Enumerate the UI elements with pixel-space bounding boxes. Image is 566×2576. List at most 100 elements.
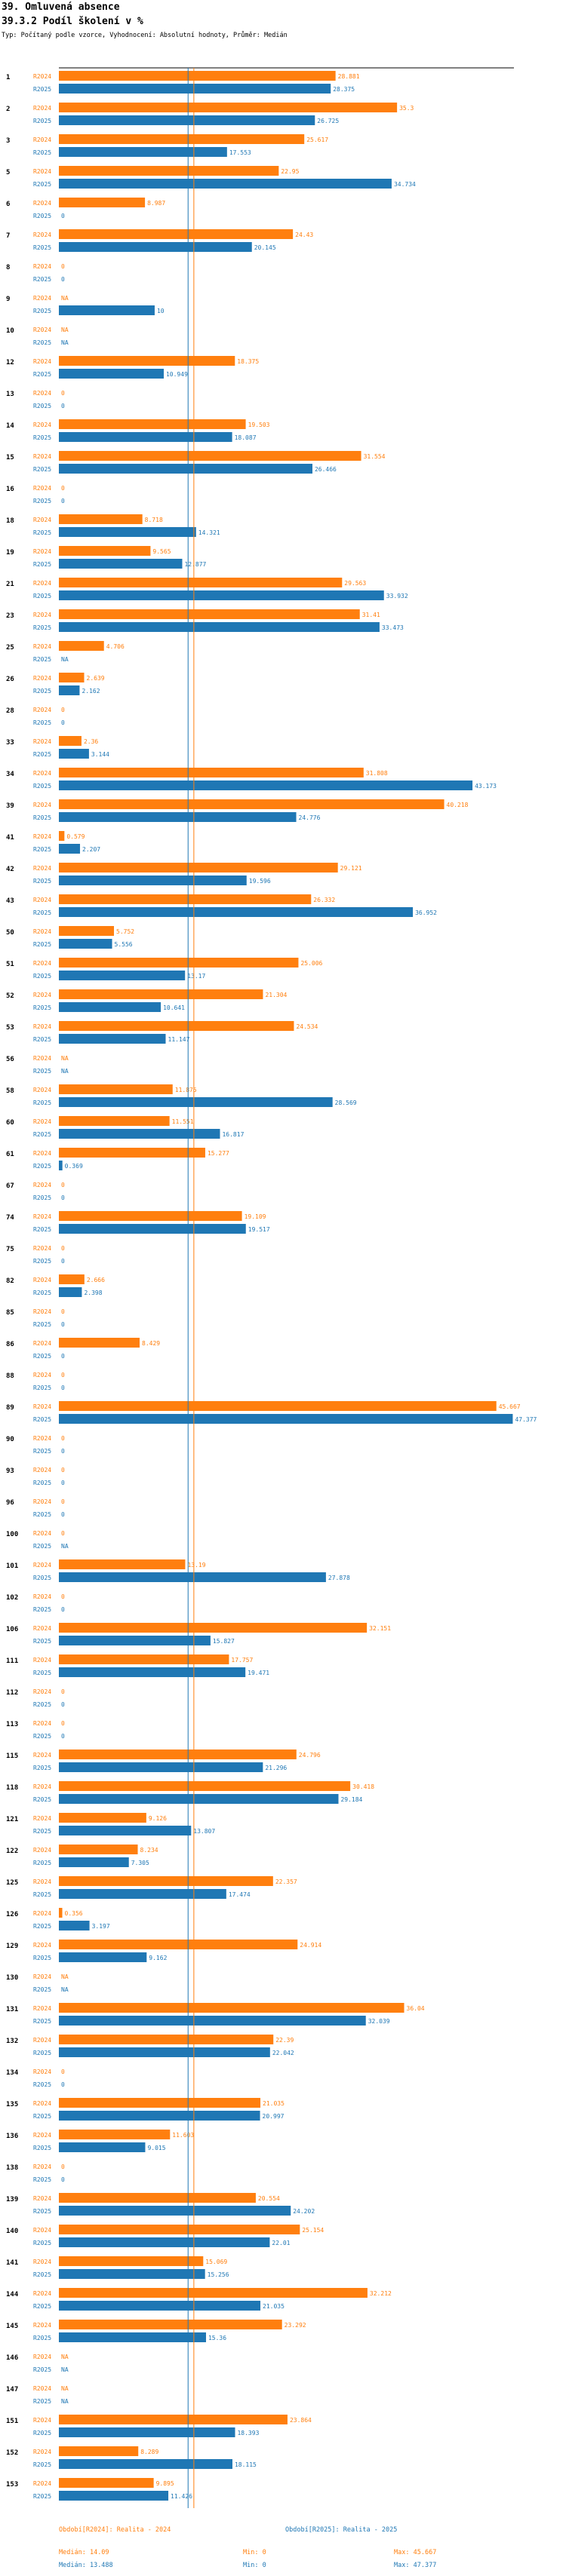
bar-86-r2024 (59, 1338, 140, 1348)
median-label: Medián: (59, 2549, 86, 2556)
value-label-146-r2024: NA (61, 2354, 69, 2360)
series-label-r2025: R2025 (33, 1923, 51, 1930)
value-label-118-r2024: 30.418 (352, 1783, 374, 1790)
series-label-r2025: R2025 (33, 1131, 51, 1138)
max-value: 45.667 (413, 2549, 437, 2556)
series-label-r2025: R2025 (33, 1416, 51, 1423)
value-label-102-r2024: 0 (61, 1593, 65, 1600)
series-label-r2024: R2024 (33, 2417, 51, 2424)
bar-74-r2025 (59, 1224, 246, 1234)
value-label-88-r2025: 0 (61, 1385, 65, 1391)
bar-18-r2024 (59, 514, 143, 524)
series-label-r2025: R2025 (33, 2113, 51, 2120)
value-label-58-r2025: 28.569 (335, 1099, 357, 1106)
series-label-r2025: R2025 (33, 181, 51, 188)
value-label-101-r2025: 27.878 (328, 1575, 350, 1581)
value-label-140-r2025: 22.01 (272, 2240, 290, 2246)
series-label-r2025: R2025 (33, 434, 51, 441)
value-label-51-r2024: 25.006 (300, 960, 322, 967)
bar-7-r2024 (59, 229, 294, 239)
group-label-135: 135 (6, 2101, 18, 2108)
group-label-140: 140 (6, 2228, 18, 2235)
series-label-r2024: R2024 (33, 580, 51, 587)
series-label-r2024: R2024 (33, 1277, 51, 1283)
series-label-r2024: R2024 (33, 928, 51, 935)
value-label-13-r2024: 0 (61, 390, 65, 397)
series-label-r2025: R2025 (33, 2493, 51, 2500)
group-label-13: 13 (6, 391, 14, 398)
series-label-r2025: R2025 (33, 1163, 51, 1170)
bar-58-r2025 (59, 1097, 333, 1107)
value-label-26-r2024: 2.639 (87, 675, 105, 682)
value-label-1-r2024: 28.881 (338, 73, 360, 80)
bar-42-r2025 (59, 876, 247, 885)
series-label-r2025: R2025 (33, 118, 51, 124)
group-label-100: 100 (6, 1531, 18, 1538)
value-label-121-r2024: 9.126 (149, 1815, 167, 1822)
value-label-75-r2025: 0 (61, 1258, 65, 1265)
median-label: Medián: (59, 2562, 86, 2569)
value-label-112-r2024: 0 (61, 1688, 65, 1695)
value-label-141-r2024: 15.069 (205, 2259, 227, 2265)
bar-7-r2025 (59, 242, 252, 252)
group-label-10: 10 (6, 327, 14, 335)
series-label-r2024: R2024 (33, 2480, 51, 2487)
series-label-r2025: R2025 (33, 1955, 51, 1961)
value-label-141-r2025: 15.256 (208, 2271, 229, 2278)
value-label-39-r2024: 40.218 (447, 802, 469, 808)
series-label-r2024: R2024 (33, 707, 51, 713)
series-label-r2025: R2025 (33, 2081, 51, 2088)
series-label-r2024: R2024 (33, 1942, 51, 1949)
bar-122-r2024 (59, 1845, 138, 1854)
value-label-153-r2025: 11.426 (171, 2493, 192, 2500)
series-label-r2025: R2025 (33, 1036, 51, 1043)
value-label-101-r2024: 13.19 (187, 1562, 205, 1569)
bar-118-r2024 (59, 1781, 351, 1791)
value-label-61-r2024: 15.277 (208, 1150, 229, 1157)
group-label-5: 5 (6, 169, 10, 176)
value-label-16-r2025: 0 (61, 498, 65, 504)
series-label-r2024: R2024 (33, 1720, 51, 1727)
group-label-141: 141 (6, 2259, 18, 2267)
group-label-90: 90 (6, 1436, 14, 1443)
value-label-100-r2024: 0 (61, 1530, 65, 1537)
bar-5-r2024 (59, 166, 279, 176)
bar-26-r2025 (59, 685, 80, 695)
value-label-10-r2025: NA (61, 339, 69, 346)
series-label-r2024: R2024 (33, 2259, 51, 2265)
value-label-67-r2025: 0 (61, 1194, 65, 1201)
value-label-9-r2024: NA (61, 295, 69, 302)
value-label-93-r2025: 0 (61, 1480, 65, 1486)
value-label-112-r2025: 0 (61, 1701, 65, 1708)
bar-43-r2025 (59, 907, 414, 917)
value-label-102-r2025: 0 (61, 1606, 65, 1613)
bar-82-r2025 (59, 1287, 82, 1297)
series-label-r2025: R2025 (33, 1004, 51, 1011)
bar-25-r2024 (59, 641, 104, 651)
value-label-25-r2024: 4.706 (106, 643, 125, 650)
value-label-131-r2025: 32.039 (368, 2018, 390, 2025)
group-label-85: 85 (6, 1309, 14, 1317)
series-label-r2024: R2024 (33, 263, 51, 270)
bar-43-r2024 (59, 894, 312, 904)
value-label-5-r2024: 22.95 (281, 168, 299, 175)
value-label-144-r2025: 21.035 (263, 2303, 285, 2310)
group-label-42: 42 (6, 866, 14, 873)
bar-106-r2025 (59, 1636, 211, 1645)
value-label-23-r2024: 31.41 (362, 612, 380, 618)
value-label-126-r2025: 3.197 (92, 1923, 110, 1930)
value-label-25-r2025: NA (61, 656, 69, 663)
series-label-r2025: R2025 (33, 1226, 51, 1233)
value-label-82-r2024: 2.666 (87, 1277, 105, 1283)
max-value: 47.377 (413, 2562, 437, 2569)
value-label-7-r2025: 20.145 (254, 244, 276, 251)
legend-entry-r2024: Období[R2024]: Realita - 2024 (59, 2526, 171, 2534)
bar-15-r2025 (59, 464, 312, 474)
value-label-111-r2024: 17.757 (231, 1657, 253, 1664)
value-label-42-r2025: 19.596 (249, 878, 271, 885)
value-label-125-r2024: 22.357 (275, 1878, 297, 1885)
group-label-112: 112 (6, 1689, 18, 1697)
value-label-19-r2024: 9.565 (152, 548, 171, 555)
value-label-28-r2024: 0 (61, 707, 65, 713)
group-label-121: 121 (6, 1816, 18, 1823)
